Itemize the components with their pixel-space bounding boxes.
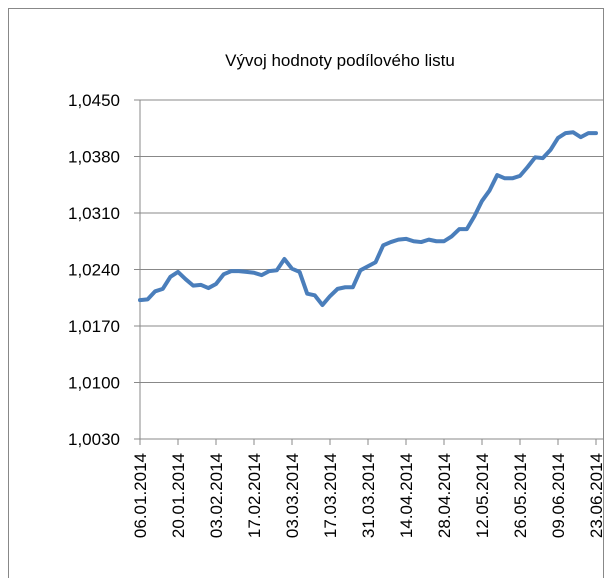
x-tick-label: 28.04.2014 [435, 453, 454, 538]
chart-title: Vývoj hodnoty podílového listu [225, 51, 455, 70]
x-tick-label: 06.01.2014 [131, 453, 150, 538]
x-tick-label: 31.03.2014 [359, 453, 378, 538]
y-tick-label: 1,0380 [68, 148, 120, 167]
y-tick-label: 1,0310 [68, 204, 120, 223]
x-tick-label: 23.06.2014 [587, 453, 606, 538]
plot: Vývoj hodnoty podílového listu 1,0030 1,0… [68, 51, 606, 538]
y-tick-label: 1,0240 [68, 261, 120, 280]
x-tick-label: 03.03.2014 [283, 453, 302, 538]
y-tick-label: 1,0100 [68, 374, 120, 393]
x-tick-label: 20.01.2014 [169, 453, 188, 538]
y-tick-label: 1,0030 [68, 430, 120, 449]
x-tick-label: 26.05.2014 [511, 453, 530, 538]
x-tick-label: 03.02.2014 [207, 453, 226, 538]
x-tick-label: 17.03.2014 [321, 453, 340, 538]
y-tick-label: 1,0170 [68, 317, 120, 336]
x-tick-label: 12.05.2014 [473, 453, 492, 538]
y-tick-label: 1,0450 [68, 91, 120, 110]
x-tick-label: 17.02.2014 [245, 453, 264, 538]
x-tick-label: 09.06.2014 [549, 453, 568, 538]
x-tick-label: 14.04.2014 [397, 453, 416, 538]
data-line [138, 130, 598, 308]
